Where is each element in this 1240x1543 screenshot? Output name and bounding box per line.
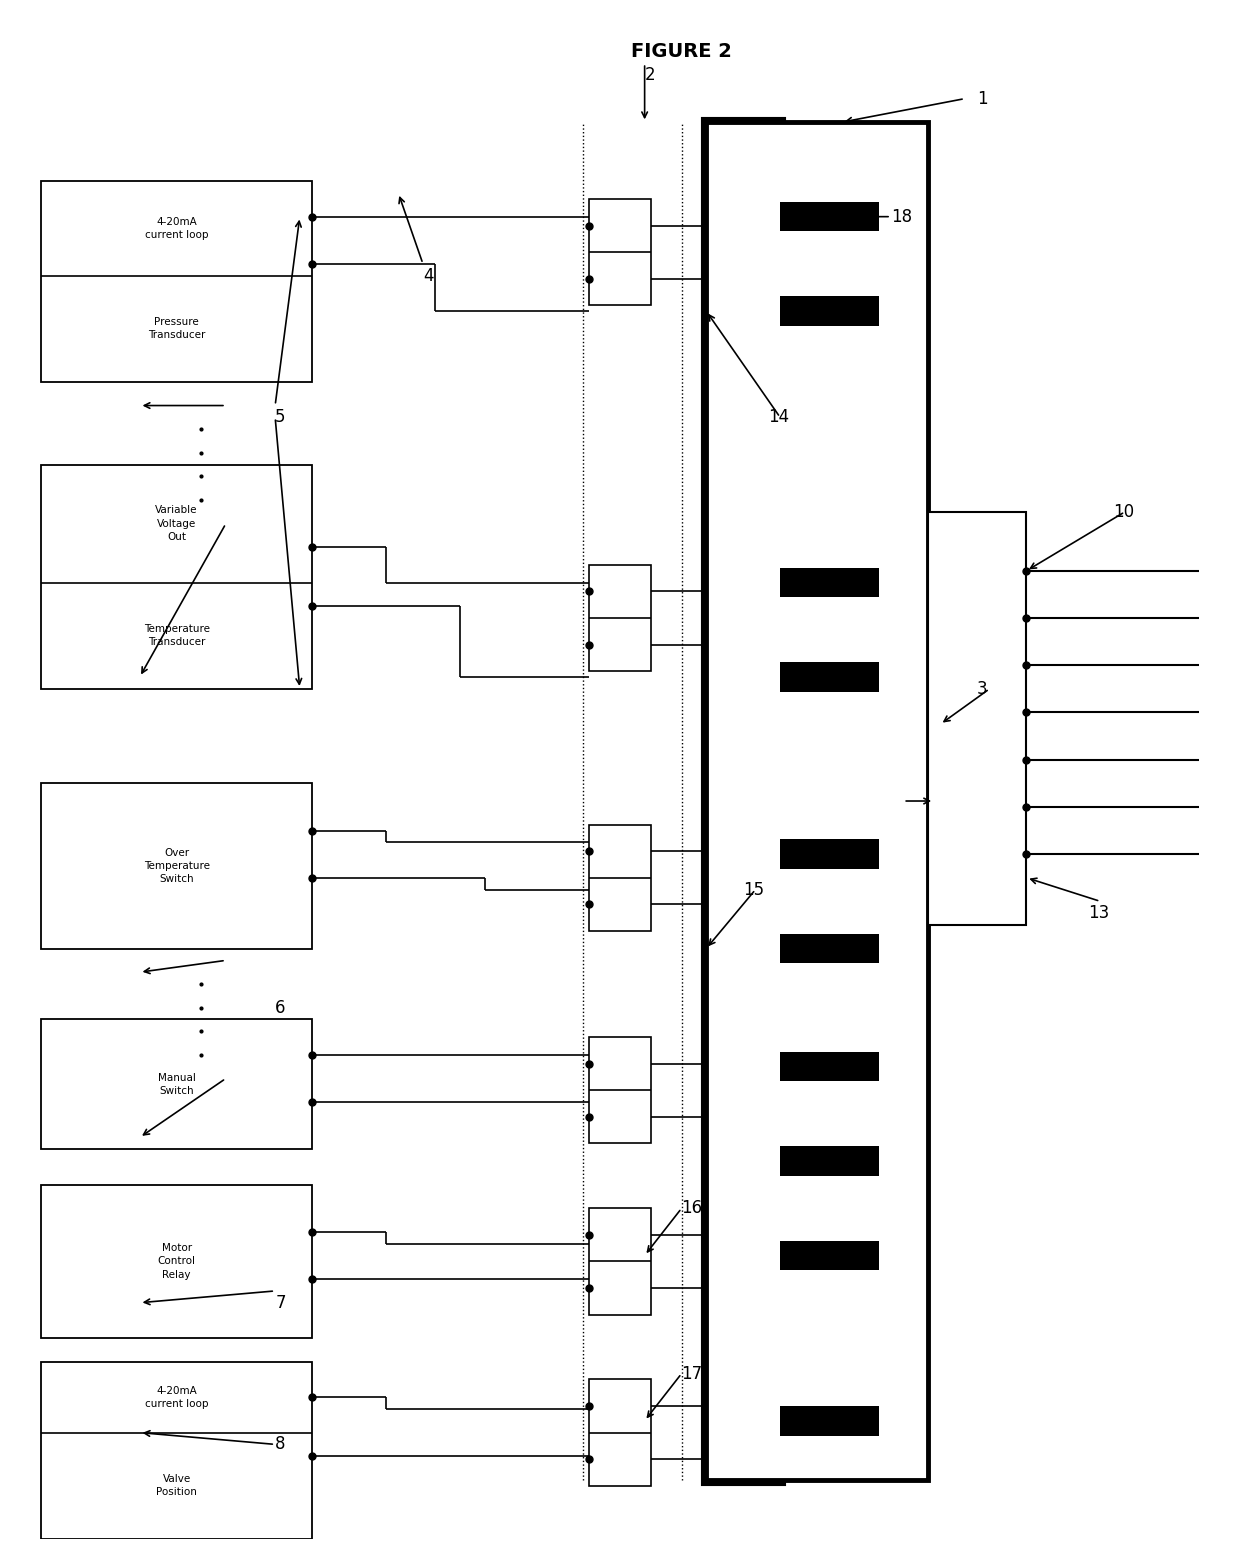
Text: Pressure
Transducer: Pressure Transducer: [148, 318, 206, 341]
Text: 1: 1: [977, 89, 988, 108]
Text: 7: 7: [275, 1293, 285, 1312]
Bar: [707, 122, 928, 1480]
Text: 8: 8: [275, 1435, 285, 1454]
Bar: [589, 565, 651, 671]
Text: 2: 2: [645, 66, 655, 83]
Bar: [780, 1406, 879, 1435]
Bar: [589, 824, 651, 930]
Text: 15: 15: [743, 881, 764, 898]
Bar: [780, 1241, 879, 1270]
Text: 4-20mA
current loop: 4-20mA current loop: [145, 1386, 208, 1409]
Text: Variable
Voltage
Out: Variable Voltage Out: [155, 506, 198, 542]
Bar: [589, 1037, 651, 1143]
Text: 13: 13: [1087, 904, 1110, 923]
Text: 10: 10: [1112, 503, 1133, 522]
Text: 5: 5: [275, 409, 285, 426]
Text: Over
Temperature
Switch: Over Temperature Switch: [144, 847, 210, 884]
Bar: [780, 296, 879, 326]
Text: Valve
Position: Valve Position: [156, 1474, 197, 1497]
Bar: [780, 568, 879, 597]
Text: 4-20mA
current loop: 4-20mA current loop: [145, 218, 208, 241]
Bar: [41, 181, 312, 383]
Text: Motor
Control
Relay: Motor Control Relay: [157, 1244, 196, 1279]
Bar: [707, 122, 780, 1480]
Bar: [41, 1362, 312, 1538]
Bar: [41, 464, 312, 688]
Bar: [928, 512, 1027, 924]
Bar: [41, 784, 312, 949]
Bar: [589, 1379, 651, 1486]
Text: 4: 4: [423, 267, 434, 285]
Text: 3: 3: [977, 680, 988, 697]
Text: 18: 18: [892, 208, 913, 225]
Bar: [780, 839, 879, 869]
Bar: [780, 662, 879, 691]
Text: 16: 16: [682, 1199, 703, 1217]
Bar: [589, 1208, 651, 1315]
Bar: [41, 1020, 312, 1150]
Bar: [780, 934, 879, 963]
Text: FIGURE 2: FIGURE 2: [631, 42, 732, 60]
Text: Temperature
Transducer: Temperature Transducer: [144, 623, 210, 648]
Text: 6: 6: [275, 998, 285, 1017]
Bar: [780, 202, 879, 231]
Bar: [41, 1185, 312, 1338]
Text: 17: 17: [682, 1364, 703, 1383]
Bar: [589, 199, 651, 306]
Text: 14: 14: [768, 409, 789, 426]
Bar: [780, 1052, 879, 1082]
Bar: [780, 1146, 879, 1176]
Text: Manual
Switch: Manual Switch: [157, 1072, 196, 1096]
